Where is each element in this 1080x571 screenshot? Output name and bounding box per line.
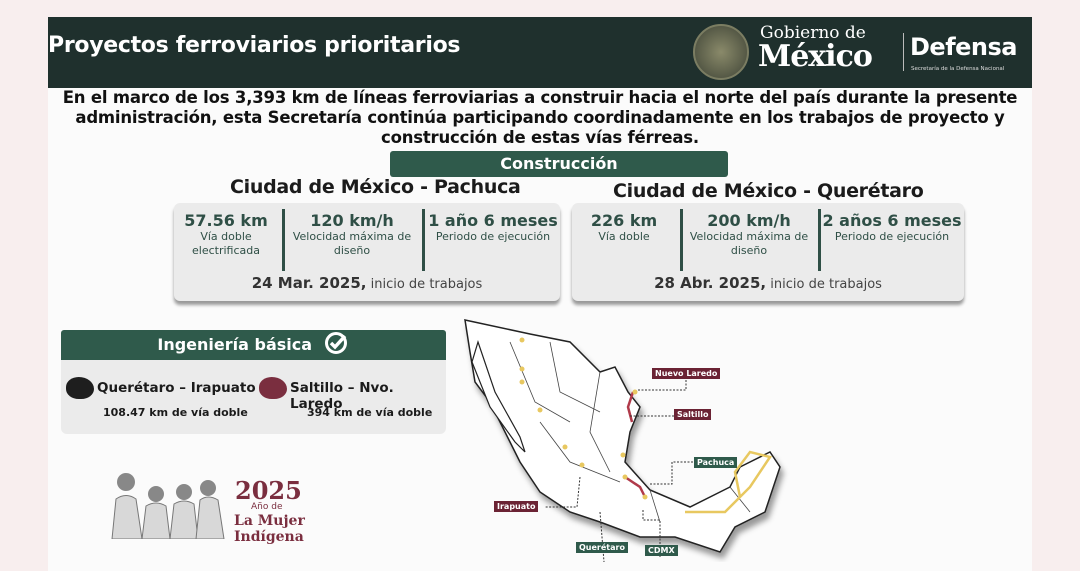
ingenieria-panel: Querétaro – Irapuato 108.47 km de vía do… — [61, 360, 446, 434]
intro-text: En el marco de los 3,393 km de líneas fe… — [62, 88, 1018, 147]
ingenieria-banner: Ingeniería básica — [61, 330, 446, 360]
stat-length: 226 km Vía doble — [590, 211, 658, 243]
divider — [903, 33, 904, 71]
header: Proyectos ferroviarios prioritarios Gobi… — [48, 17, 1032, 88]
stat-speed: 200 km/h Velocidad máxima de diseño — [689, 211, 809, 257]
route-card-queretaro: 226 km Vía doble 200 km/h Velocidad máxima… — [572, 203, 964, 301]
map-label-saltillo: Saltillo — [674, 409, 712, 420]
route-color-dot — [66, 377, 94, 399]
gobierno-logo-line1: Gobierno de — [760, 23, 866, 43]
slide: Proyectos ferroviarios prioritarios Gobi… — [48, 17, 1032, 571]
route-color-dot — [259, 377, 287, 399]
national-seal-icon — [693, 24, 749, 80]
route-title: Ciudad de México - Querétaro — [613, 180, 924, 202]
divider — [818, 209, 821, 271]
stat-length: 57.56 km Vía doble electrificada — [184, 211, 268, 257]
route-name: Saltillo – Nvo. Laredo — [290, 380, 394, 412]
divider — [680, 209, 683, 271]
mexico-map-shape — [464, 319, 781, 563]
stat-period: 2 años 6 meses Periodo de ejecución — [822, 211, 962, 243]
stat-speed: 120 km/h Velocidad máxima de diseño — [292, 211, 412, 257]
check-circle-icon — [324, 332, 347, 354]
start-date: 24 Mar. 2025, inicio de trabajos — [251, 274, 483, 292]
route-detail: 108.47 km de vía doble — [103, 406, 248, 419]
route-card-pachuca: 57.56 km Vía doble electrificada 120 km/h… — [174, 203, 560, 301]
logo-2025-text: La Mujer Indígena — [234, 513, 305, 545]
map-label-cdmx: CDMX — [645, 545, 678, 556]
start-date: 28 Abr. 2025, inicio de trabajos — [654, 274, 882, 292]
logo-2025-line1: Año de — [251, 502, 283, 512]
defensa-logo: Defensa — [910, 33, 1017, 61]
stat-period: 1 año 6 meses Periodo de ejecución — [428, 211, 558, 243]
logo-2025-year: 2025 — [235, 476, 302, 505]
map-label-nuevo-laredo: Nuevo Laredo — [652, 368, 721, 379]
route-title: Ciudad de México - Pachuca — [230, 176, 521, 198]
indigenous-women-illustration — [111, 473, 225, 539]
route-name: Querétaro – Irapuato — [97, 380, 256, 396]
mexico-rail-map: Nuevo Laredo Saltillo Pachuca Irapuato Q… — [450, 312, 790, 563]
divider — [282, 209, 285, 271]
route-detail: 394 km de vía doble — [307, 406, 433, 419]
map-label-pachuca: Pachuca — [694, 457, 738, 468]
page-title: Proyectos ferroviarios prioritarios — [48, 33, 461, 58]
map-label-queretaro: Querétaro — [576, 542, 628, 553]
defensa-subtitle: Secretaría de la Defensa Nacional — [911, 66, 1005, 72]
map-label-irapuato: Irapuato — [494, 501, 539, 512]
gobierno-logo-line2: México — [758, 39, 873, 74]
divider — [422, 209, 425, 271]
construccion-banner: Construcción — [390, 151, 728, 177]
